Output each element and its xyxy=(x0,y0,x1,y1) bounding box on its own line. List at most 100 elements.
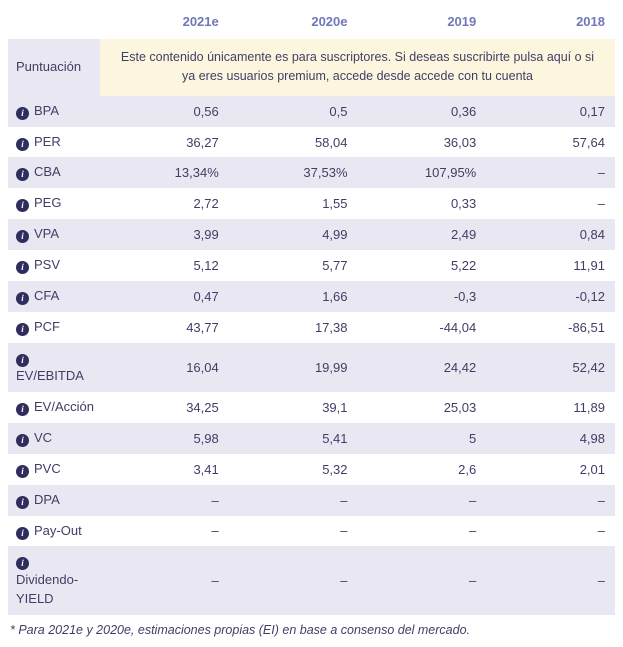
metric-label: PSV xyxy=(34,256,61,272)
table-row: i BPA 0,56 0,5 0,36 0,17 xyxy=(8,95,615,127)
metric-value: 34,25 xyxy=(186,400,219,416)
metric-label-cell: i VPA xyxy=(8,219,100,250)
year-header-2018: 2018 xyxy=(576,14,605,29)
metric-value: 0,33 xyxy=(450,196,477,212)
metric-label-cell: i DPA xyxy=(8,484,100,516)
metric-label-cell: i VC xyxy=(8,423,100,454)
info-icon[interactable]: i xyxy=(16,291,29,305)
metric-value: 5,32 xyxy=(322,461,348,477)
metric-label-cell: i PER xyxy=(8,127,100,158)
score-label-cell: Puntuación xyxy=(8,39,100,96)
metric-value: 0,47 xyxy=(100,280,229,312)
info-icon[interactable]: i xyxy=(16,322,29,336)
year-header-2020e: 2020e xyxy=(311,14,348,29)
metric-value: 4,99 xyxy=(228,219,358,250)
info-icon[interactable]: i xyxy=(16,403,29,417)
metric-label: CFA xyxy=(34,287,60,303)
subscription-banner-row: Puntuación Este contenido únicamente es … xyxy=(8,39,615,96)
metric-value: -0,3 xyxy=(357,280,487,312)
metric-label: Pay-Out xyxy=(34,522,82,538)
metric-value: 5,77 xyxy=(322,257,348,273)
metric-value: 2,72 xyxy=(193,196,219,212)
metric-value: 16,04 xyxy=(100,342,229,393)
metric-value: 19,99 xyxy=(228,342,358,393)
table-row: i VPA 3,99 4,99 2,49 0,84 xyxy=(8,219,615,250)
info-icon[interactable]: i xyxy=(16,526,29,540)
score-label: Puntuación xyxy=(16,58,82,74)
metric-value: -0,12 xyxy=(486,280,615,312)
metric-value: – xyxy=(228,546,358,615)
metric-label-cell: i PEG xyxy=(8,188,100,219)
info-icon[interactable]: i xyxy=(16,260,29,274)
metric-value: -86,51 xyxy=(568,319,605,335)
metric-label: DPA xyxy=(34,491,60,507)
metric-value: 107,95% xyxy=(357,157,487,189)
metric-value: 11,91 xyxy=(573,257,605,273)
metric-value: 2,01 xyxy=(579,461,605,477)
metric-label-cell: i CFA xyxy=(8,280,100,312)
metric-value: 11,89 xyxy=(573,400,605,416)
info-icon[interactable]: i xyxy=(16,137,29,151)
metric-label: EV/EBITDA xyxy=(16,368,84,384)
metric-label: BPA xyxy=(34,102,60,118)
table-row: i Pay-Out – – – – xyxy=(8,516,615,547)
metric-value: – xyxy=(228,484,358,516)
metric-value: 24,42 xyxy=(357,342,487,393)
table-row: i CBA 13,34% 37,53% 107,95% – xyxy=(8,157,615,189)
year-header-2019: 2019 xyxy=(447,14,477,29)
table-row: iDividendo-YIELD – – – – xyxy=(8,546,615,615)
table-row: i PEG 2,72 1,55 0,33 – xyxy=(8,188,615,219)
metric-value: 43,77 xyxy=(186,319,219,335)
metric-value: – xyxy=(486,484,615,516)
metric-value: -44,04 xyxy=(439,319,477,335)
metric-value: – xyxy=(597,523,605,539)
metric-label: PVC xyxy=(34,460,61,476)
subscribe-message[interactable]: Este contenido únicamente es para suscri… xyxy=(100,39,615,96)
table-row: iEV/EBITDA 16,04 19,99 24,42 52,42 xyxy=(8,342,615,393)
metric-value: 25,03 xyxy=(443,400,477,416)
metric-value: 0,84 xyxy=(486,219,615,250)
metric-value: 36,03 xyxy=(443,134,477,150)
metric-label-cell: i PSV xyxy=(8,250,100,281)
info-icon[interactable]: i xyxy=(16,434,29,448)
metric-value: 5,22 xyxy=(450,257,477,273)
info-icon[interactable]: i xyxy=(16,557,29,571)
metric-value: 0,5 xyxy=(228,95,358,127)
info-icon[interactable]: i xyxy=(16,168,29,182)
year-header-row: 2021e 2020e 2019 2018 xyxy=(8,6,615,39)
metric-label-cell: iEV/EBITDA xyxy=(8,342,100,393)
info-icon[interactable]: i xyxy=(16,199,29,213)
table-row: i PVC 3,41 5,32 2,6 2,01 xyxy=(8,454,615,485)
table-row: i VC 5,98 5,41 5 4,98 xyxy=(8,423,615,454)
metric-label: Dividendo-YIELD xyxy=(16,572,79,607)
table-row: i PSV 5,12 5,77 5,22 11,91 xyxy=(8,250,615,281)
metric-value: 0,36 xyxy=(357,95,487,127)
metric-value: – xyxy=(486,157,615,189)
metric-value: 0,56 xyxy=(100,95,229,127)
metric-value: – xyxy=(357,546,487,615)
metric-label: PCF xyxy=(34,318,60,334)
metric-value: 13,34% xyxy=(100,157,229,189)
info-icon[interactable]: i xyxy=(16,353,29,367)
info-icon[interactable]: i xyxy=(16,495,29,509)
table-row: i PCF 43,77 17,38 -44,04 -86,51 xyxy=(8,312,615,343)
metric-label-cell: i Pay-Out xyxy=(8,516,100,547)
metric-value: – xyxy=(486,546,615,615)
table-row: i CFA 0,47 1,66 -0,3 -0,12 xyxy=(8,280,615,312)
metrics-table: 2021e 2020e 2019 2018 Puntuación Este co… xyxy=(8,6,615,615)
metric-label-cell: i PCF xyxy=(8,312,100,343)
metric-value: 52,42 xyxy=(486,342,615,393)
metric-value: 3,99 xyxy=(100,219,229,250)
table-row: i DPA – – – – xyxy=(8,484,615,516)
info-icon[interactable]: i xyxy=(16,230,29,244)
info-icon[interactable]: i xyxy=(16,464,29,478)
info-icon[interactable]: i xyxy=(16,106,29,120)
table-row: i EV/Acción 34,25 39,1 25,03 11,89 xyxy=(8,392,615,423)
metric-value: 5,12 xyxy=(193,257,219,273)
metric-value: 39,1 xyxy=(322,400,348,416)
metric-value: – xyxy=(100,546,229,615)
metric-value: 5,41 xyxy=(228,423,358,454)
metric-label-cell: i CBA xyxy=(8,157,100,189)
metric-value: 57,64 xyxy=(572,134,605,150)
